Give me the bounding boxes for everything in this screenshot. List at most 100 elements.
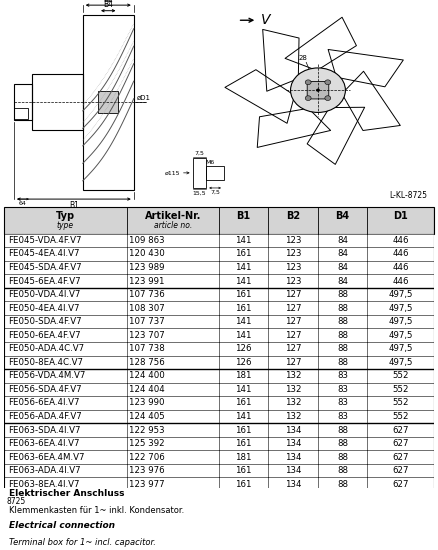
Text: 161: 161: [236, 439, 252, 448]
Text: 497,5: 497,5: [388, 344, 413, 353]
Text: B4: B4: [103, 0, 113, 9]
Text: 108 307: 108 307: [129, 304, 165, 312]
Bar: [4, 247, 434, 261]
Text: 134: 134: [285, 453, 301, 461]
Circle shape: [290, 68, 346, 112]
Text: 107 737: 107 737: [129, 317, 165, 326]
Text: 552: 552: [392, 399, 409, 408]
Text: 123: 123: [285, 250, 301, 258]
Text: 181: 181: [236, 453, 252, 461]
Text: 161: 161: [236, 250, 252, 258]
Text: 15,5: 15,5: [193, 190, 206, 195]
Text: FE050-4EA.4I.V7: FE050-4EA.4I.V7: [8, 304, 79, 312]
Bar: [4, 369, 434, 383]
Bar: [4, 477, 434, 491]
Text: 84: 84: [337, 236, 348, 245]
Text: 88: 88: [337, 358, 348, 367]
Text: 88: 88: [337, 439, 348, 448]
Text: 132: 132: [285, 399, 301, 408]
Text: 132: 132: [285, 412, 301, 421]
Bar: [83, 15, 134, 190]
Text: 552: 552: [392, 385, 409, 394]
Text: 84: 84: [337, 277, 348, 285]
Text: 127: 127: [285, 317, 301, 326]
Text: 446: 446: [392, 250, 409, 258]
Polygon shape: [285, 17, 357, 74]
Text: 123: 123: [285, 263, 301, 272]
Text: 123 707: 123 707: [129, 331, 165, 340]
Text: FE045-VDA.4F.V7: FE045-VDA.4F.V7: [8, 236, 81, 245]
Text: 497,5: 497,5: [388, 331, 413, 340]
Text: 141: 141: [236, 331, 252, 340]
Text: 125 392: 125 392: [129, 439, 165, 448]
Circle shape: [325, 96, 331, 101]
Text: 124 404: 124 404: [129, 385, 165, 394]
Bar: [4, 396, 434, 410]
Text: 627: 627: [392, 439, 409, 448]
Text: 134: 134: [285, 480, 301, 489]
FancyBboxPatch shape: [307, 81, 329, 99]
Text: 134: 134: [285, 439, 301, 448]
Bar: [4, 207, 434, 234]
Text: 181: 181: [236, 371, 252, 381]
Text: 132: 132: [285, 371, 301, 381]
Text: V: V: [261, 13, 271, 28]
Text: Klemmenkasten für 1~ inkl. Kondensator.: Klemmenkasten für 1~ inkl. Kondensator.: [9, 505, 184, 514]
Text: 123 990: 123 990: [129, 399, 165, 408]
Polygon shape: [263, 30, 308, 91]
Bar: [14, 84, 32, 120]
Text: 84: 84: [337, 263, 348, 272]
Text: 88: 88: [337, 480, 348, 489]
Text: FE056-SDA.4F.V7: FE056-SDA.4F.V7: [8, 385, 81, 394]
Text: 161: 161: [236, 304, 252, 312]
Text: 552: 552: [392, 371, 409, 381]
Text: FE063-8EA.4I.V7: FE063-8EA.4I.V7: [8, 480, 79, 489]
Polygon shape: [328, 50, 403, 87]
Text: Typ: Typ: [56, 211, 75, 221]
Polygon shape: [335, 72, 400, 130]
Text: 124 405: 124 405: [129, 412, 165, 421]
Text: 627: 627: [392, 466, 409, 475]
Text: 88: 88: [337, 290, 348, 299]
Text: 28: 28: [299, 56, 308, 62]
Bar: [206, 166, 224, 180]
Text: 127: 127: [285, 358, 301, 367]
Text: 122 953: 122 953: [129, 426, 165, 434]
Text: 88: 88: [337, 331, 348, 340]
Polygon shape: [225, 70, 299, 123]
Text: 497,5: 497,5: [388, 317, 413, 326]
Bar: [4, 288, 434, 301]
Bar: [4, 424, 434, 437]
Text: 83: 83: [337, 399, 348, 408]
Text: 83: 83: [337, 371, 348, 381]
Text: 627: 627: [392, 453, 409, 461]
Text: 141: 141: [236, 263, 252, 272]
Text: 123: 123: [285, 236, 301, 245]
Text: B2: B2: [103, 0, 113, 3]
Text: 122 706: 122 706: [129, 453, 165, 461]
Text: FE050-8EA.4C.V7: FE050-8EA.4C.V7: [8, 358, 83, 367]
Bar: [32, 74, 83, 130]
Bar: [4, 437, 434, 450]
Bar: [98, 91, 118, 113]
Bar: [4, 383, 434, 396]
Text: 132: 132: [285, 385, 301, 394]
Text: 141: 141: [236, 412, 252, 421]
Text: 127: 127: [285, 331, 301, 340]
Text: FE056-ADA.4F.V7: FE056-ADA.4F.V7: [8, 412, 81, 421]
Text: 446: 446: [392, 236, 409, 245]
Text: FE063-6EA.4M.V7: FE063-6EA.4M.V7: [8, 453, 84, 461]
Circle shape: [325, 80, 331, 85]
Text: 161: 161: [236, 290, 252, 299]
Text: 141: 141: [236, 317, 252, 326]
Text: 627: 627: [392, 480, 409, 489]
Text: FE050-6EA.4F.V7: FE050-6EA.4F.V7: [8, 331, 81, 340]
Text: 161: 161: [236, 399, 252, 408]
Bar: [4, 355, 434, 369]
Text: FE063-SDA.4I.V7: FE063-SDA.4I.V7: [8, 426, 80, 434]
Text: FE050-VDA.4I.V7: FE050-VDA.4I.V7: [8, 290, 80, 299]
Text: 64: 64: [19, 201, 27, 206]
Text: 126: 126: [236, 358, 252, 367]
Text: 107 736: 107 736: [129, 290, 165, 299]
Bar: [4, 301, 434, 315]
